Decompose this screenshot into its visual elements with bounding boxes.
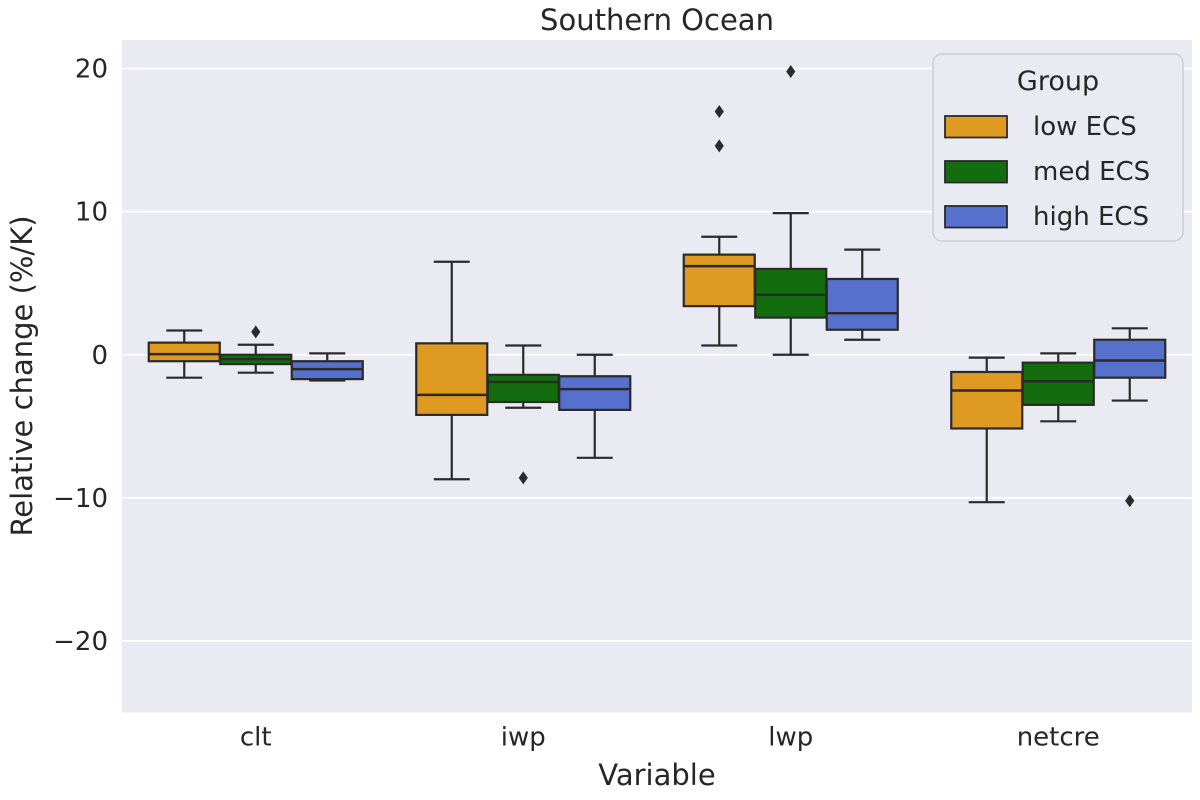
outlier-med-ecs-iwp (518, 471, 528, 485)
outlier-med-ecs-lwp (786, 64, 796, 78)
xtick-label-iwp: iwp (501, 723, 546, 753)
legend-swatch-low-ecs (944, 115, 1008, 139)
legend-title: Group (1017, 66, 1099, 97)
boxgroup-med-ecs-lwp (754, 64, 828, 356)
legend: Group low ECS med ECS high ECS (932, 53, 1184, 242)
y-axis-label: Relative change (%/K) (5, 215, 39, 536)
outlier-low-ecs-lwp (714, 105, 724, 119)
legend-label-med-ecs: med ECS (1033, 157, 1150, 187)
legend-label-high-ecs: high ECS (1033, 202, 1149, 232)
box-low-ecs-lwp (682, 253, 756, 308)
box-high-ecs-netcre (1093, 338, 1167, 379)
legend-frame (932, 53, 1184, 242)
box-med-ecs-iwp (486, 373, 560, 404)
box-low-ecs-clt (147, 341, 221, 363)
box-low-ecs-netcre (950, 370, 1024, 430)
legend-label-low-ecs: low ECS (1033, 112, 1137, 142)
boxgroup-high-ecs-lwp (825, 248, 899, 341)
xtick-label-clt: clt (240, 723, 272, 753)
legend-swatch-high-ecs (944, 205, 1008, 229)
ytick-label-10: 10 (75, 198, 108, 228)
boxgroup-high-ecs-netcre (1093, 327, 1167, 508)
outlier-low-ecs-lwp (714, 139, 724, 153)
ytick-label-20: 20 (75, 55, 108, 85)
ytick-label--20: −20 (53, 627, 108, 657)
x-axis-label: Variable (598, 758, 715, 792)
box-low-ecs-iwp (415, 342, 489, 416)
outlier-med-ecs-clt (251, 325, 261, 339)
box-med-ecs-lwp (754, 267, 828, 319)
boxgroup-high-ecs-iwp (558, 353, 632, 459)
boxgroup-med-ecs-netcre (1021, 352, 1095, 423)
boxgroup-low-ecs-clt (147, 329, 221, 379)
boxgroup-low-ecs-iwp (415, 260, 489, 481)
xtick-label-netcre: netcre (1017, 723, 1100, 753)
legend-swatch-med-ecs (944, 160, 1008, 184)
xtick-label-lwp: lwp (768, 723, 813, 753)
boxgroup-med-ecs-clt (219, 325, 293, 374)
box-high-ecs-lwp (825, 277, 899, 331)
ytick-label--10: −10 (53, 484, 108, 514)
ytick-label-0: 0 (91, 341, 108, 371)
box-med-ecs-netcre (1021, 361, 1095, 406)
boxgroup-low-ecs-lwp (682, 105, 756, 347)
boxgroup-high-ecs-clt (290, 352, 364, 382)
chart-title: Southern Ocean (540, 3, 774, 37)
outlier-high-ecs-netcre (1125, 494, 1135, 508)
box-high-ecs-iwp (558, 375, 632, 411)
